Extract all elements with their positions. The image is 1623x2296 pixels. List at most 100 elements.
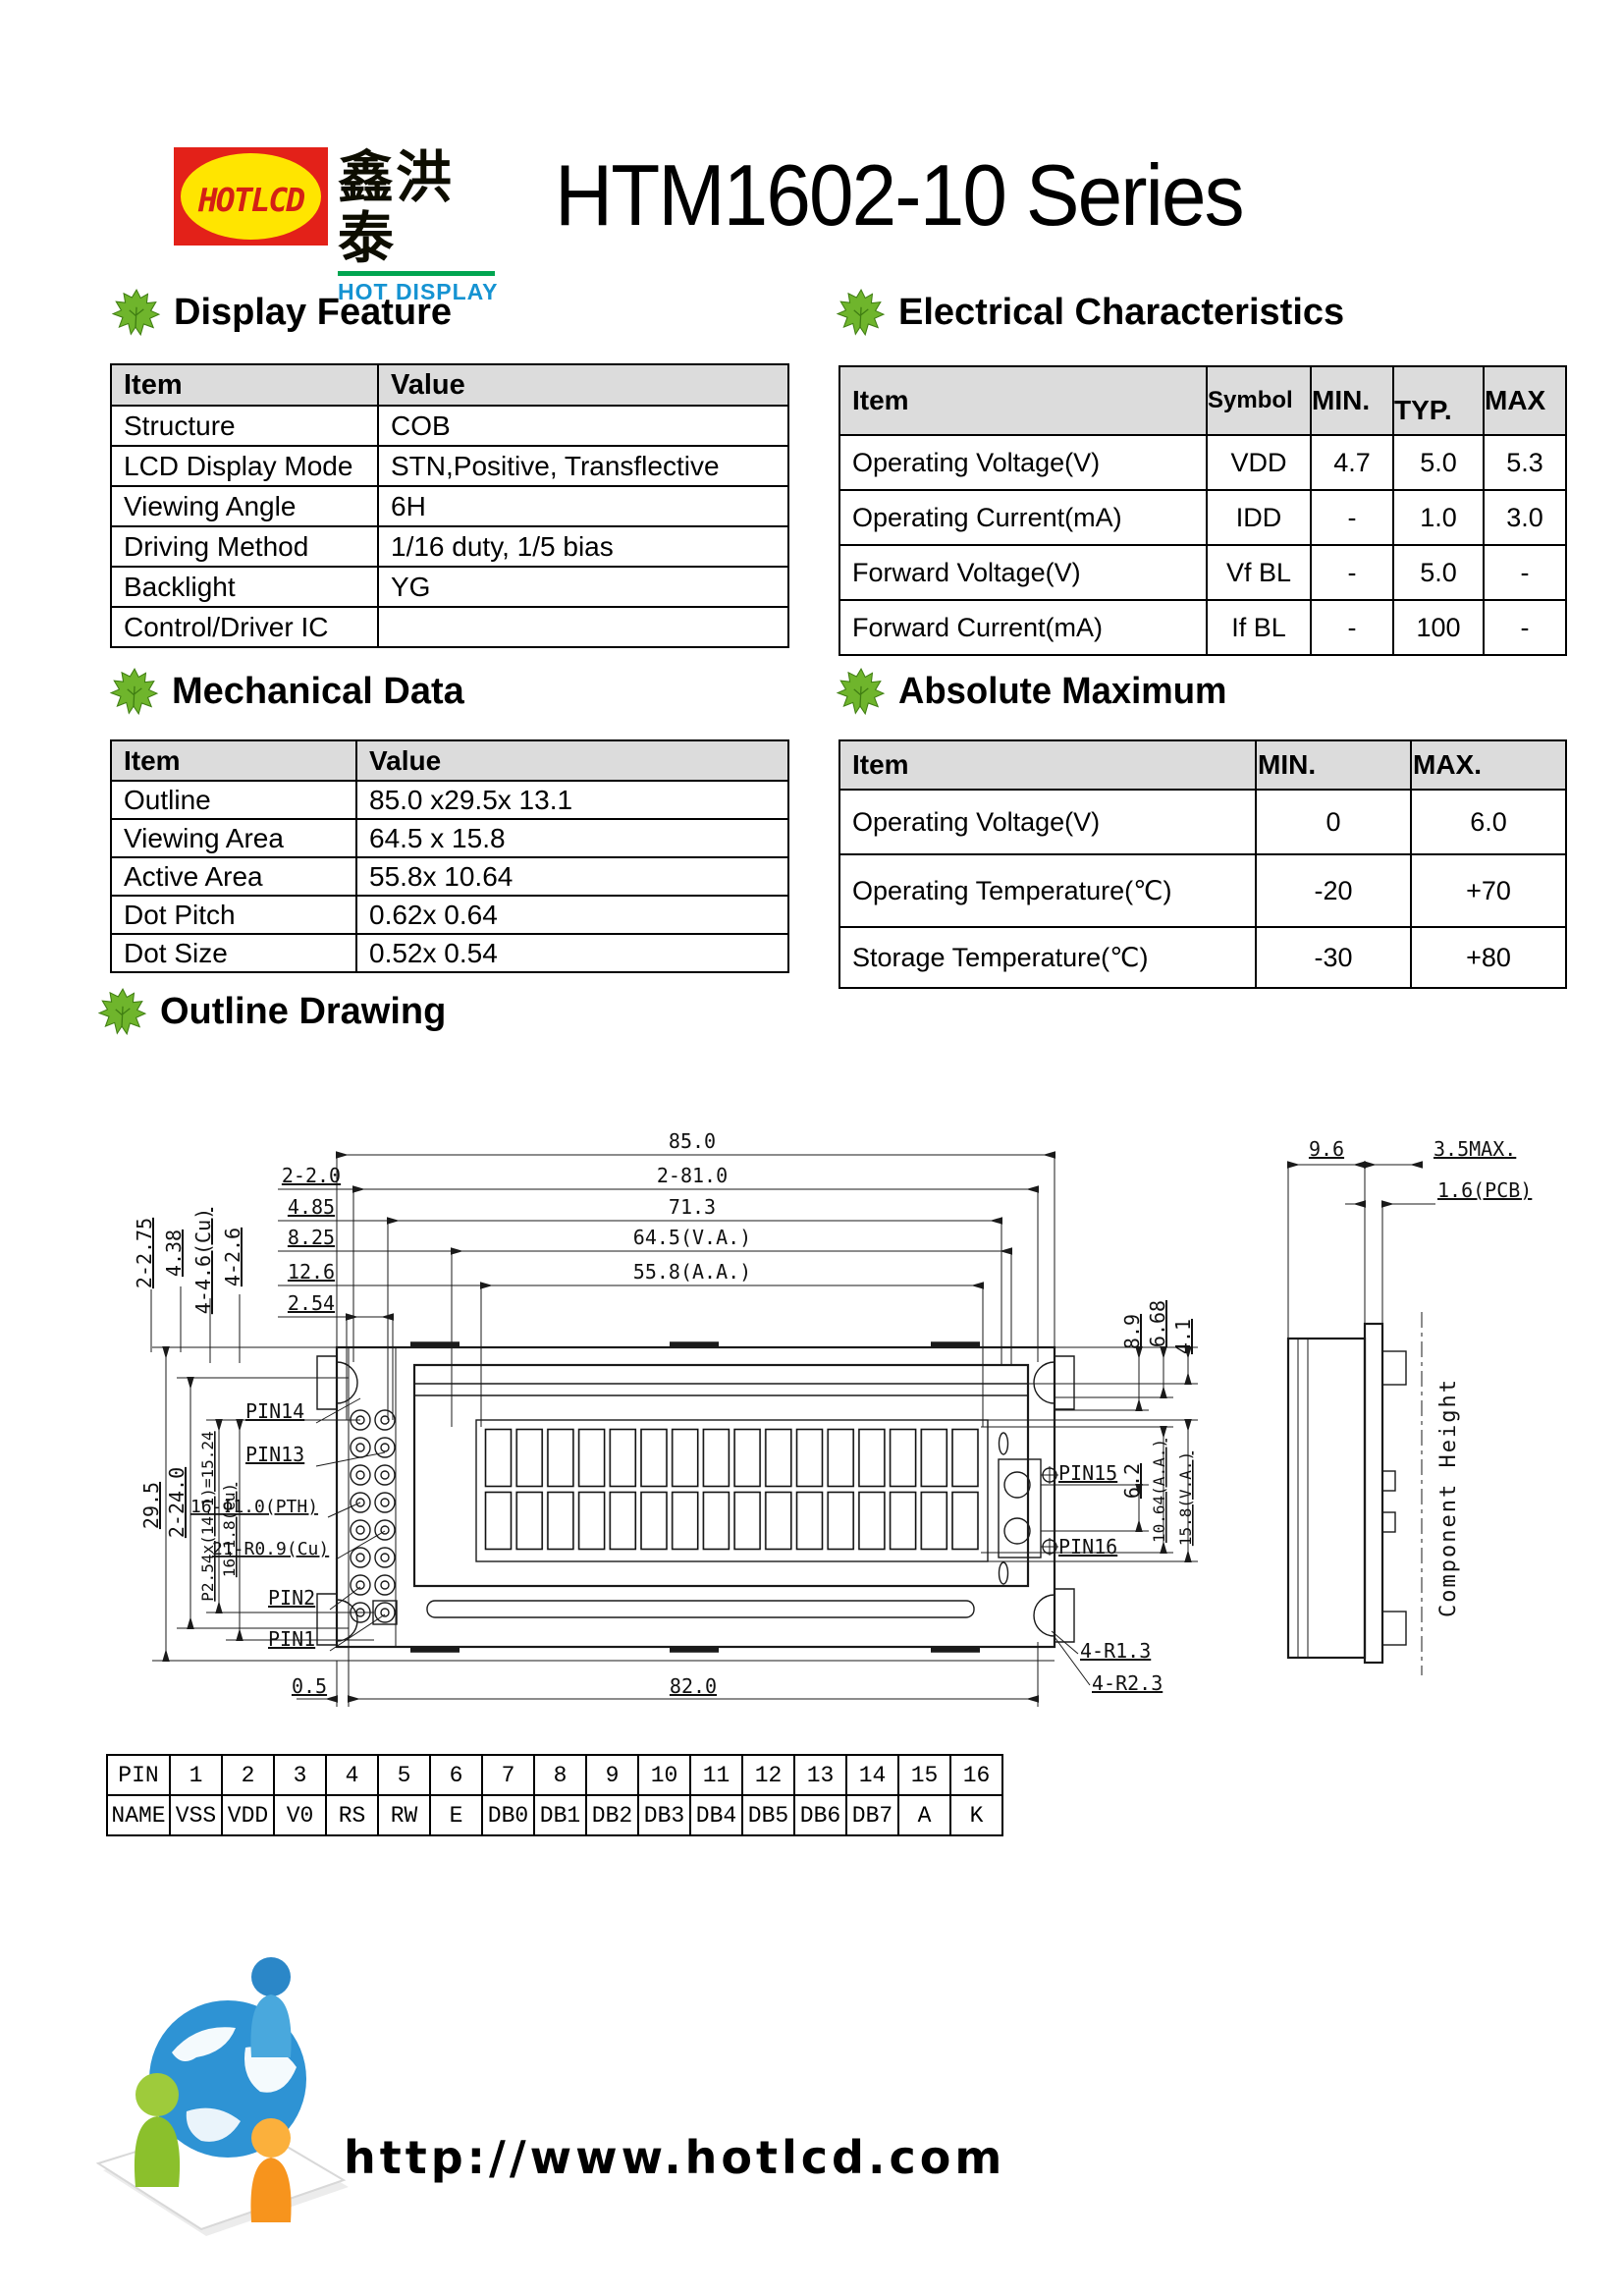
dim-label: 64.5(V.A.): [633, 1226, 751, 1249]
table-row: NAME VSS VDD V0 RS RW E DB0 DB1 DB2 DB3 DB4 DB…: [106, 1794, 1003, 1836]
leaf-icon: [836, 668, 886, 716]
dim-label: 6.2: [1120, 1463, 1144, 1499]
leaf-icon: [97, 988, 147, 1036]
dim-label: 8.25: [288, 1226, 335, 1249]
top-dimension-lines: 85.0 2-81.0 71.3 64.5(V.A.) 55.8(A.A.) 2…: [133, 1129, 1056, 1427]
table-row: Viewing Angle 6H: [110, 485, 789, 527]
page-title: HTM1602-10 Series: [555, 146, 1245, 244]
logo-wordmark: HOTLCD: [197, 181, 305, 219]
dim-label: 71.3: [669, 1195, 716, 1219]
leaf-icon: [109, 668, 159, 716]
table-row: Operating Temperature(℃) -20 +70: [839, 853, 1567, 928]
electrical-characteristics-table: Item Symbol MIN. TYP. MAX Operating Volt…: [839, 365, 1567, 656]
table-row: Backlight YG: [110, 566, 789, 608]
table-row: Control/Driver IC: [110, 606, 789, 648]
section-mechanical: Mechanical Data: [108, 666, 464, 717]
pin-label: 16-Φ1.0(PTH): [190, 1497, 318, 1517]
dim-label: 2-81.0: [657, 1164, 728, 1187]
table-row: Storage Temperature(℃) -30 +80: [839, 926, 1567, 989]
table-row: Operating Voltage(V) VDD 4.7 5.0 5.3: [839, 434, 1567, 491]
section-display-feature: Display Feature: [110, 287, 452, 338]
section-title: Absolute Maximum: [898, 670, 1227, 712]
dim-label: 0.5: [292, 1674, 327, 1698]
hotlcd-badge-icon: HOTLCD: [174, 147, 328, 246]
dim-label: 16-1.8(Cu): [220, 1483, 239, 1577]
outline-drawing-figure: 85.0 2-81.0 71.3 64.5(V.A.) 55.8(A.A.) 2…: [133, 1129, 1532, 1707]
lcd-module-side-view: 9.6 3.5MAX. 1.6(PCB) Component Height: [1286, 1137, 1532, 1675]
website-url[interactable]: http://www.hotlcd.com: [344, 2131, 1006, 2184]
pin-label: PIN16: [1058, 1535, 1117, 1558]
section-title: Mechanical Data: [172, 670, 464, 712]
component-height-label: Component Height: [1436, 1378, 1461, 1617]
dim-label: 85.0: [669, 1129, 716, 1153]
table-row: LCD Display Mode STN,Positive, Transflect…: [110, 445, 789, 487]
character-grid: [483, 1427, 981, 1553]
bottom-dimension-lines: 0.5 82.0: [292, 1642, 1040, 1707]
table-row: Outline 85.0 x29.5x 13.1: [110, 780, 789, 820]
backlight-pin-block: PIN15 PIN16 4-R1.3 4-R2.3: [998, 1432, 1163, 1695]
person-green-icon: [134, 2073, 181, 2187]
logo-green-bar: [338, 271, 495, 276]
radius-label: 4-R1.3: [1080, 1639, 1151, 1663]
pin-label: PIN2: [268, 1586, 315, 1610]
dim-label: 9.6: [1309, 1137, 1344, 1161]
section-electrical: Electrical Characteristics: [835, 287, 1344, 338]
mechanical-data-table: Item Value Outline 85.0 x29.5x 13.1 Viewi…: [110, 739, 789, 973]
section-title: Outline Drawing: [160, 990, 447, 1032]
logo-subtitle: HOT DISPLAY: [338, 279, 499, 304]
dim-label: 4.1: [1171, 1319, 1195, 1354]
pin-label: PIN14: [245, 1399, 304, 1423]
left-dimension-lines: 29.5 2-24.0 P2.54x(14-1)=15.24 16-1.8(Cu…: [139, 1345, 1055, 1663]
pin-holes: [350, 1409, 398, 1625]
table-header-row: Item Value: [110, 363, 789, 407]
dim-label: 8.9: [1120, 1314, 1144, 1349]
dim-label: P2.54x(14-1)=15.24: [198, 1431, 217, 1601]
leaf-icon: [111, 289, 161, 337]
dim-label: 2-2.75: [133, 1218, 156, 1288]
table-row: Operating Voltage(V) 0 6.0: [839, 789, 1567, 855]
section-absolute-maximum: Absolute Maximum: [835, 666, 1240, 717]
footer-globe-logo: [95, 1957, 349, 2236]
person-blue-icon: [250, 1957, 292, 2057]
table-row: Forward Voltage(V) Vf BL -5.0-: [839, 544, 1567, 601]
pin-leader-labels: PIN14 PIN13 16-Φ1.0(PTH) 21-R0.9(Cu) PIN…: [190, 1397, 386, 1652]
display-feature-table: Item Value Structure COB LCD Display Mode…: [110, 363, 789, 648]
table-row: Dot Size 0.52x 0.54: [110, 933, 789, 973]
radius-label: 4-R2.3: [1092, 1671, 1163, 1695]
table-header-row: Item MIN. MAX.: [839, 739, 1567, 791]
absolute-maximum-table: Item MIN. MAX. Operating Voltage(V) 0 6.0 …: [839, 739, 1567, 989]
section-title: Electrical Characteristics: [898, 291, 1345, 333]
pin-label: PIN15: [1058, 1461, 1117, 1485]
table-header-row: Item Symbol MIN. TYP. MAX: [839, 365, 1567, 436]
company-logo: HOTLCD 鑫洪泰 HOT DISPLAY: [174, 146, 499, 305]
table-row: Driving Method 1/16 duty, 1/5 bias: [110, 525, 789, 568]
dim-label: 2-24.0: [165, 1467, 189, 1538]
dim-label: 4.38: [162, 1230, 186, 1277]
leaf-icon: [836, 289, 886, 337]
person-orange-icon: [250, 2118, 292, 2222]
backlight-slot: [426, 1600, 975, 1618]
pin-label: 21-R0.9(Cu): [212, 1539, 329, 1559]
dim-label: 12.6: [288, 1260, 335, 1284]
dim-label: 15.8(V.A.): [1176, 1451, 1195, 1546]
logo-chinese-name: 鑫洪泰: [338, 146, 454, 270]
table-header-row: Item Value: [110, 739, 789, 782]
table-row: Viewing Area 64.5 x 15.8: [110, 818, 789, 858]
pin-label: PIN1: [268, 1627, 315, 1651]
viewing-area: [475, 1419, 989, 1562]
dim-label: 2.54: [288, 1291, 335, 1315]
dim-label: 4-2.6: [221, 1228, 244, 1286]
dim-label: 2-2.0: [282, 1164, 341, 1187]
dim-label: 29.5: [139, 1482, 163, 1529]
table-row: Forward Current(mA) If BL -100-: [839, 599, 1567, 656]
middle-dimension-lines: 8.9 6.68 4.1 6.2 10.64(A.A.) 15.8(V.A.): [981, 1300, 1198, 1563]
lcd-module-front-view: [316, 1341, 1075, 1653]
dim-label: 6.68: [1146, 1300, 1169, 1347]
bezel: [412, 1363, 1030, 1588]
dim-label: 82.0: [670, 1674, 717, 1698]
dim-label: 4.85: [288, 1195, 335, 1219]
table-row: Structure COB: [110, 405, 789, 447]
